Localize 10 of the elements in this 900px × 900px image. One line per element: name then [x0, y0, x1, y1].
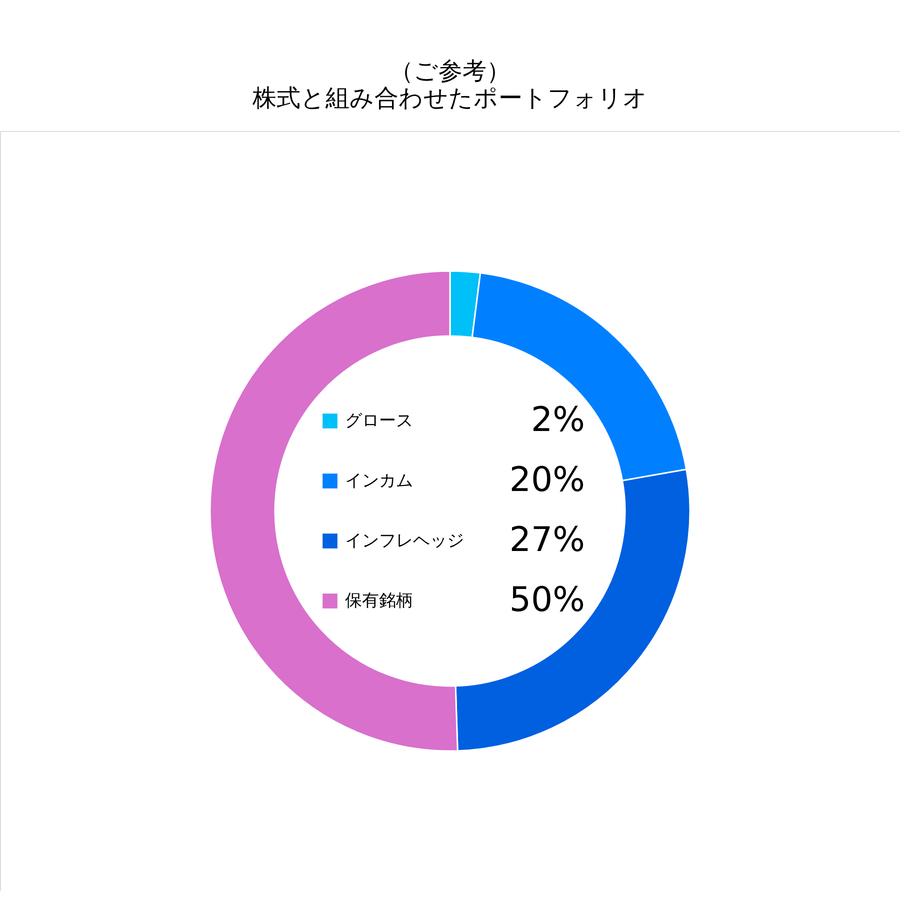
legend-label: インカム: [345, 471, 413, 491]
data-label: 27%: [509, 520, 585, 560]
chart-title: （ご参考）: [390, 57, 510, 85]
legend-label: グロース: [345, 411, 413, 431]
data-label: 2%: [531, 400, 585, 440]
legend-label: インフレヘッジ: [345, 531, 464, 551]
data-label: 20%: [509, 460, 585, 500]
data-label: 50%: [509, 580, 585, 620]
legend-label: 保有銘柄: [345, 591, 413, 611]
chart-subtitle: 株式と組み合わせたポートフォリオ: [252, 84, 648, 112]
